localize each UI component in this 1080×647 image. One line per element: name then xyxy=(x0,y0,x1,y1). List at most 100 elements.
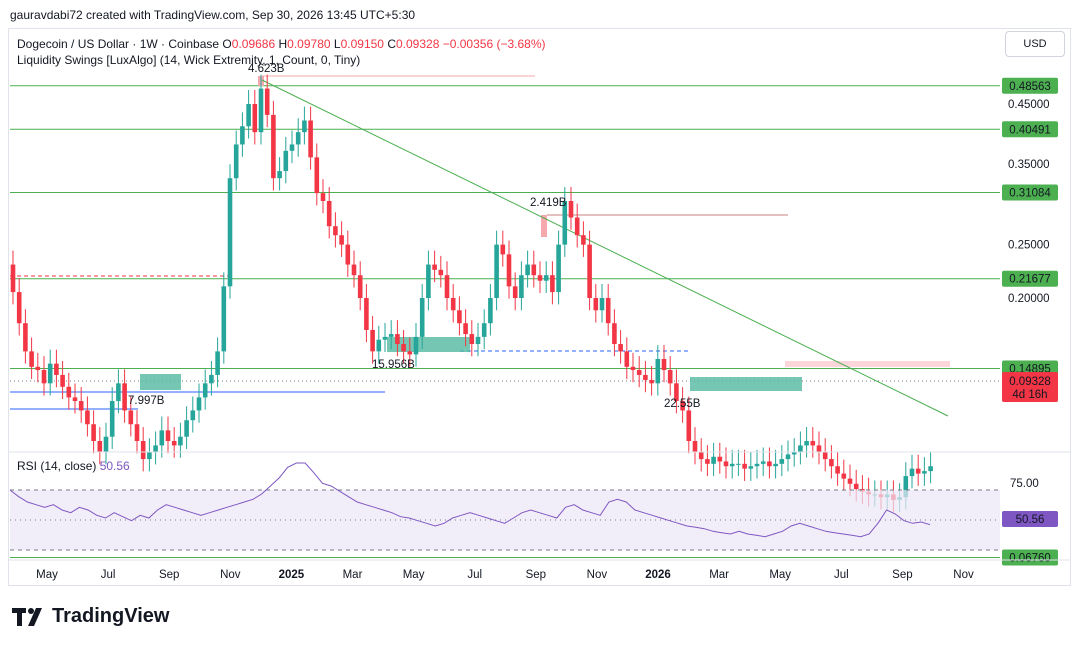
candle-body xyxy=(295,132,301,145)
x-axis-tick-label: Sep xyxy=(526,569,546,581)
x-axis-tick-label: Jul xyxy=(467,569,482,581)
x-axis-tick-label: Mar xyxy=(709,569,729,581)
candle-body xyxy=(568,201,574,218)
chart-legend: Dogecoin / US Dollar · 1W · Coinbase O0.… xyxy=(17,36,545,68)
candle-body xyxy=(364,298,369,330)
tradingview-logo: TradingView xyxy=(12,605,169,628)
candle-body xyxy=(221,286,227,352)
current-price-tag xyxy=(1002,372,1058,402)
level-price-label: 0.48563 xyxy=(1009,81,1051,93)
candle-body xyxy=(680,401,685,411)
y-axis-tick-label: 0.35000 xyxy=(1008,159,1050,171)
candle-body xyxy=(457,310,462,324)
rsi-value: 50.56 xyxy=(99,459,130,473)
legend-low: 0.09150 xyxy=(340,37,384,51)
legend-close-label: C xyxy=(387,37,396,51)
currency-button[interactable]: USD xyxy=(1005,31,1065,57)
candle-body xyxy=(196,397,202,411)
candle-body xyxy=(60,374,65,387)
level-price-tag xyxy=(1002,549,1058,566)
candle-body xyxy=(754,463,760,467)
candle-body xyxy=(804,441,809,446)
chart-frame[interactable] xyxy=(8,28,1071,586)
legend-close: 0.09328 xyxy=(396,37,440,51)
candle-body xyxy=(283,150,289,172)
rsi-line xyxy=(9,462,931,538)
rsi-value-tag-label: 50.56 xyxy=(1016,514,1045,526)
legend-high-label: H xyxy=(278,37,288,51)
candle-body xyxy=(562,201,568,245)
candle-body xyxy=(339,235,344,245)
x-axis-tick-label: Nov xyxy=(587,569,608,581)
candle-body xyxy=(419,298,425,337)
x-axis-tick-label: May xyxy=(403,569,425,581)
legend-ohlc-row: Dogecoin / US Dollar · 1W · Coinbase O0.… xyxy=(17,36,545,52)
candle-body xyxy=(488,298,493,324)
candle-body xyxy=(382,336,388,340)
x-axis-tick-label: May xyxy=(36,569,58,581)
candle-body xyxy=(829,459,834,467)
rsi-label[interactable]: RSI (14, close) xyxy=(17,459,97,473)
level-price-tag xyxy=(1002,77,1058,94)
candle-body xyxy=(165,430,171,442)
candle-body xyxy=(395,334,400,345)
candle-body xyxy=(171,441,177,446)
y-axis-tick-label: 0.45000 xyxy=(1008,99,1050,111)
candle-body xyxy=(767,461,772,467)
downtrend-line xyxy=(261,79,949,417)
candle-body xyxy=(519,275,524,298)
candle-body xyxy=(202,383,208,398)
candle-body xyxy=(915,468,921,474)
candle-body xyxy=(314,157,320,194)
candle-body xyxy=(779,459,785,464)
x-axis-tick-label: Sep xyxy=(892,569,912,581)
level-price-label: 0.40491 xyxy=(1009,124,1051,136)
candle-body xyxy=(10,264,16,293)
candle-body xyxy=(252,104,258,133)
candle-body xyxy=(116,383,121,402)
candle-body xyxy=(717,456,723,462)
level-price-label: 0.21677 xyxy=(1009,274,1051,286)
legend-indicator[interactable]: Liquidity Swings [LuxAlgo] (14, Wick Ext… xyxy=(17,53,361,67)
candle-body xyxy=(302,120,307,133)
candle-body xyxy=(178,436,183,446)
candle-body xyxy=(351,264,357,276)
candle-body xyxy=(506,254,512,287)
current-price-countdown: 4d 16h xyxy=(1012,389,1047,401)
candle-body xyxy=(686,410,692,442)
x-axis-tick-label: Sep xyxy=(159,569,179,581)
candle-body xyxy=(153,445,158,453)
candle-body xyxy=(78,401,84,411)
rsi-upper-label: 75.00 xyxy=(1010,478,1039,490)
liquidity-zone xyxy=(690,377,802,391)
candle-body xyxy=(822,452,828,460)
swing-high-zone xyxy=(785,361,950,367)
candle-body xyxy=(543,275,549,281)
candle-body xyxy=(271,114,276,179)
candle-body xyxy=(574,217,580,236)
candle-body xyxy=(140,441,146,460)
legend-symbol[interactable]: Dogecoin / US Dollar · 1W · Coinbase xyxy=(17,37,220,51)
candle-body xyxy=(23,323,28,352)
candle-body xyxy=(47,363,53,384)
candle-body xyxy=(109,401,115,437)
x-axis-tick-label: 2025 xyxy=(279,569,305,581)
candle-body xyxy=(320,193,326,201)
tradingview-logo-text: TradingView xyxy=(52,605,170,627)
x-axis-tick-label: 2026 xyxy=(645,569,671,581)
candle-body xyxy=(581,235,586,245)
candle-body xyxy=(909,468,915,477)
volume-annotation: 4.623B xyxy=(248,63,285,75)
candle-body xyxy=(773,463,778,467)
candle-body xyxy=(85,410,90,425)
candle-body xyxy=(407,351,413,355)
legend-low-label: L xyxy=(333,37,341,51)
candle-body xyxy=(289,144,295,151)
candle-body xyxy=(240,126,245,145)
candle-body xyxy=(246,104,251,127)
candle-body xyxy=(426,264,431,298)
candle-body xyxy=(698,452,704,460)
candle-body xyxy=(742,463,747,469)
candle-body xyxy=(388,334,394,337)
